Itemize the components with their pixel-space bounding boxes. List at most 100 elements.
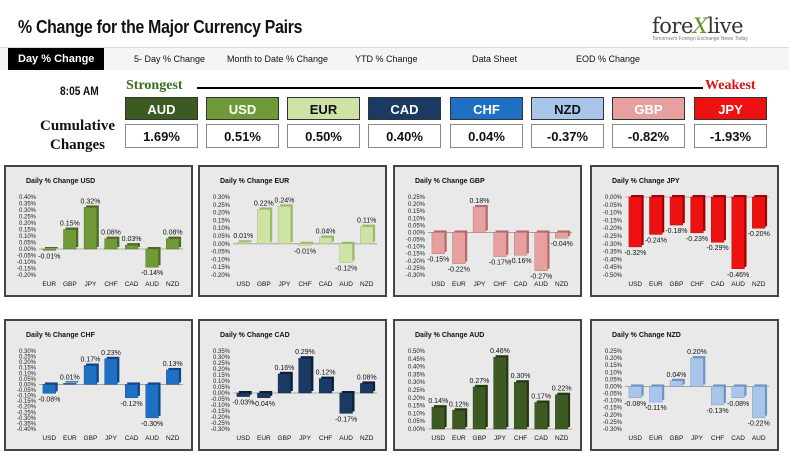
currency-box-usd: USD 0.51%	[206, 97, 279, 148]
x-tick-label: CHF	[690, 281, 703, 288]
bar-chart: Daily % Change USD0.40%0.35%0.30%0.25%0.…	[17, 178, 183, 288]
y-tick-label: -0.05%	[17, 388, 37, 394]
y-tick-label: -0.20%	[211, 415, 231, 421]
y-tick-label: 0.25%	[605, 349, 623, 355]
data-label: 0.32%	[80, 198, 100, 205]
data-label: -0.30%	[141, 421, 163, 428]
data-label: 0.29%	[295, 349, 315, 356]
bar	[104, 238, 118, 250]
x-tick-label: GBP	[670, 435, 684, 442]
data-label: 0.30%	[511, 373, 531, 380]
tab-eod-change[interactable]: EOD % Change	[576, 54, 641, 64]
y-tick-label: 0.05%	[213, 385, 231, 391]
y-tick-label: 0.10%	[19, 371, 37, 377]
x-tick-label: EUR	[42, 281, 56, 288]
data-label: 0.17%	[531, 393, 551, 400]
data-label: -0.18%	[665, 228, 687, 235]
y-tick-label: 0.15%	[19, 228, 37, 234]
bar	[628, 196, 642, 248]
x-tick-label: AUD	[752, 435, 766, 442]
data-label: -0.08%	[624, 401, 646, 408]
y-tick-label: -0.50%	[603, 273, 623, 279]
x-tick-label: GBP	[278, 435, 292, 442]
tab-5-day-change[interactable]: 5- Day % Change	[134, 54, 206, 64]
bar	[277, 373, 292, 394]
bar	[318, 378, 333, 394]
y-tick-label: -0.05%	[17, 254, 37, 260]
bar	[669, 380, 684, 387]
tab-ytd-change[interactable]: YTD % Change	[355, 54, 418, 64]
data-label: 0.03%	[122, 236, 142, 243]
bar	[628, 386, 642, 398]
weakest-label: Weakest	[705, 78, 756, 93]
x-tick-label: CHF	[319, 435, 332, 442]
currency-box-nzd: NZD -0.37%	[531, 97, 604, 148]
y-tick-label: 0.00%	[213, 242, 231, 248]
data-label: 0.23%	[101, 350, 121, 357]
x-tick-label: JPY	[691, 435, 704, 442]
bar	[555, 394, 569, 430]
y-tick-label: -0.20%	[17, 273, 37, 279]
y-tick-label: 0.30%	[19, 349, 37, 355]
data-label: -0.13%	[706, 408, 728, 415]
data-label: 0.11%	[357, 218, 376, 225]
y-tick-label: 0.45%	[408, 357, 426, 363]
x-tick-label: CHF	[711, 435, 724, 442]
y-tick-label: -0.20%	[406, 259, 426, 265]
x-tick-label: AUD	[339, 281, 353, 288]
data-label: -0.08%	[38, 396, 60, 403]
y-tick-label: -0.20%	[603, 226, 623, 232]
data-label: 0.15%	[60, 221, 80, 228]
y-tick-label: 0.10%	[605, 370, 623, 376]
x-tick-label: USD	[42, 435, 56, 442]
chart-panel-chf: Daily % Change CHF 0.30% 0.25% 0.20% 0.15% 0.…	[4, 319, 193, 451]
y-tick-label: 0.20%	[605, 356, 623, 362]
data-label: -0.01%	[294, 248, 316, 255]
bar-shadow	[238, 240, 252, 242]
data-label: 0.22%	[254, 200, 274, 207]
forexlive-logo[interactable]: foreXlive Tomorrow's Foreign Exchange Ne…	[652, 14, 772, 46]
x-tick-label: NZD	[555, 435, 569, 442]
bar	[42, 248, 56, 251]
tab-month-to-date-change[interactable]: Month to Date % Change	[227, 54, 329, 64]
y-tick-label: -0.10%	[17, 260, 37, 266]
y-tick-label: 0.35%	[213, 349, 231, 355]
chart-panel-eur: Daily % Change EUR 0.30% 0.25% 0.20% 0.15% 0.…	[198, 165, 387, 297]
x-tick-label: JPY	[473, 281, 486, 288]
cumulative-label-line1: Cumulative	[40, 118, 115, 134]
chart-title: Daily % Change EUR	[220, 178, 289, 185]
tab-data-sheet[interactable]: Data Sheet	[472, 54, 518, 64]
x-tick-label: USD	[236, 435, 250, 442]
y-tick-label: 0.35%	[19, 202, 37, 208]
currency-name: GBP	[612, 97, 685, 120]
data-label: 0.20%	[687, 349, 707, 356]
tab-day-change[interactable]: Day % Change	[8, 48, 105, 70]
y-tick-label: -0.10%	[603, 211, 623, 217]
strength-arrow-line	[197, 87, 703, 89]
y-tick-label: -0.20%	[211, 273, 231, 279]
y-tick-label: 0.00%	[605, 384, 623, 390]
x-tick-label: CAD	[731, 435, 745, 442]
bar-chart: Daily % Change EUR 0.30% 0.25% 0.20%0.15% 0.…	[211, 178, 377, 288]
data-label: -0.32%	[624, 250, 646, 257]
time-label: 8:05 AM	[60, 84, 99, 98]
y-tick-label: 0.20%	[408, 202, 426, 208]
bar	[555, 232, 569, 239]
bar	[493, 357, 507, 430]
y-tick-label: 0.00%	[408, 230, 426, 236]
data-label: -0.17%	[489, 260, 511, 267]
bar	[472, 386, 487, 430]
data-label: -0.20%	[748, 231, 770, 238]
x-tick-label: USD	[628, 435, 642, 442]
data-label: 0.12%	[449, 401, 469, 408]
bar	[339, 392, 353, 414]
y-tick-label: 0.05%	[19, 377, 37, 383]
data-label: -0.23%	[686, 236, 708, 243]
y-tick-label: -0.25%	[603, 420, 623, 426]
bar	[493, 232, 507, 257]
data-label: -0.12%	[335, 266, 357, 273]
bar	[710, 196, 725, 243]
bar	[339, 243, 353, 263]
y-tick-label: -0.05%	[603, 203, 623, 209]
y-tick-label: 0.05%	[408, 419, 426, 425]
